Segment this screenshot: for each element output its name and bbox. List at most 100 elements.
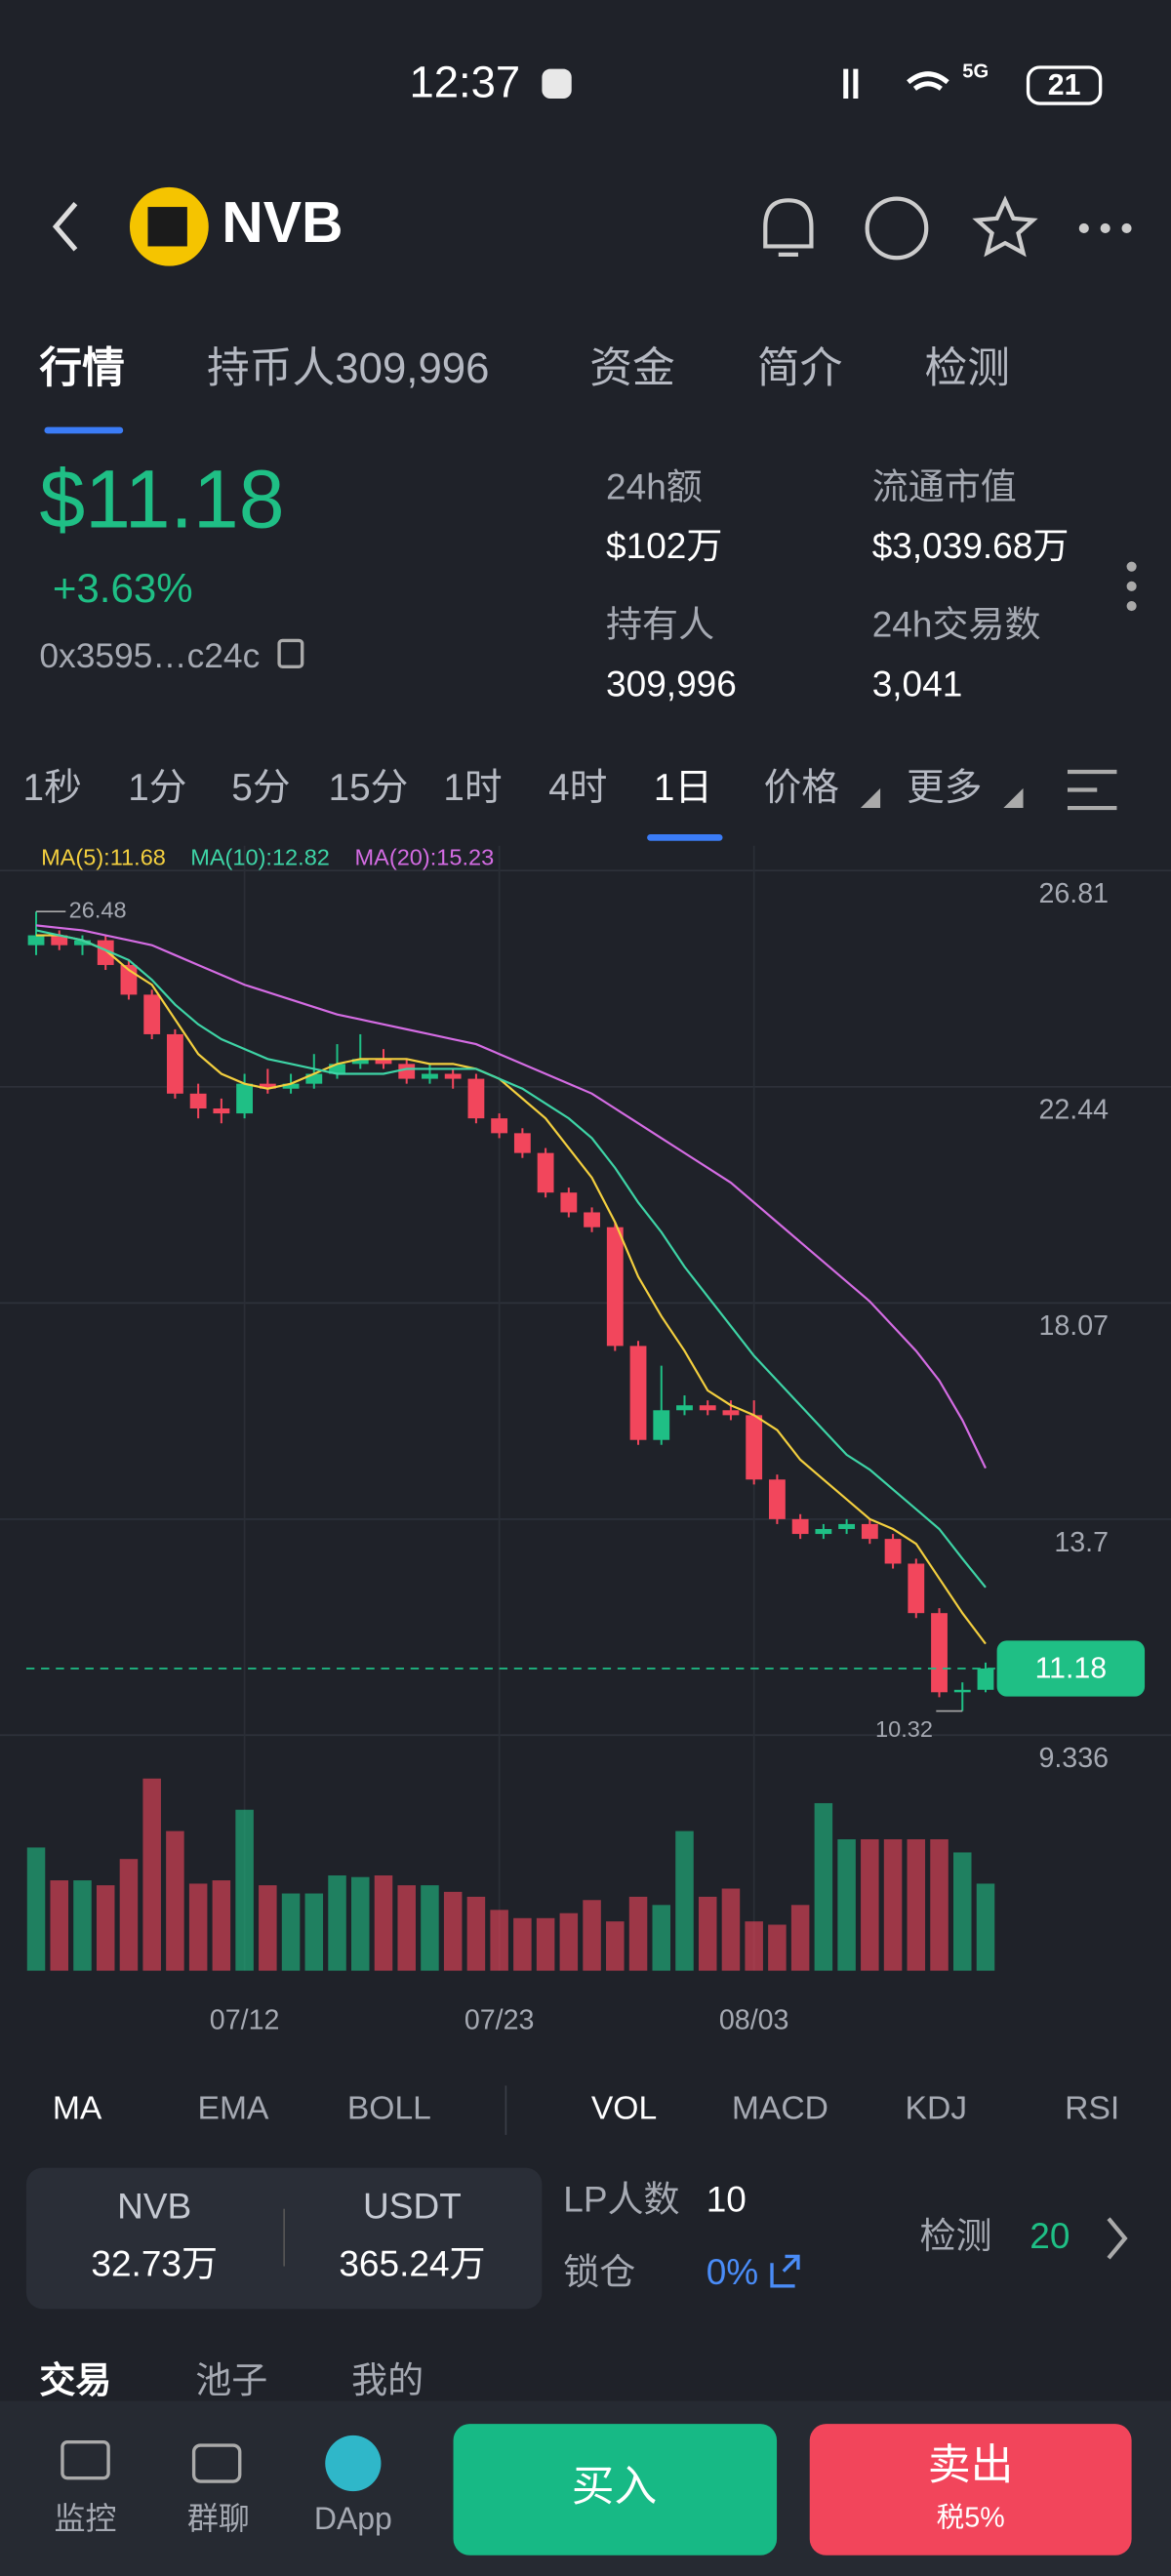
volume-bar	[861, 1838, 879, 1971]
volume-bar	[259, 1885, 277, 1971]
candle-body	[861, 1523, 878, 1540]
indicator-tab[interactable]: RSI	[1065, 2091, 1119, 2127]
speed-icon[interactable]	[865, 196, 929, 261]
status-battery: 21	[1048, 69, 1081, 101]
star-icon[interactable]	[972, 195, 1038, 258]
ma-line	[36, 934, 987, 1645]
check-label[interactable]: 检测	[919, 2215, 991, 2256]
candle-body	[629, 1346, 647, 1440]
stat-value: $3,039.68万	[872, 525, 1070, 566]
check-value[interactable]: 20	[1030, 2215, 1070, 2256]
candle-body	[213, 1108, 230, 1114]
interval[interactable]: 15分	[329, 767, 409, 809]
volume-bar	[466, 1896, 486, 1971]
trade-tab[interactable]: 池子	[195, 2359, 267, 2400]
token-logo-mark	[147, 207, 187, 247]
volume-bar	[421, 1885, 439, 1971]
buy-label[interactable]: 买入	[572, 2463, 658, 2511]
volume-bar	[883, 1838, 903, 1971]
interval[interactable]: 价格	[764, 767, 839, 809]
volume-bar	[652, 1905, 671, 1971]
volume-bar	[281, 1893, 301, 1971]
copy-icon[interactable]	[277, 638, 304, 668]
bell-icon[interactable]	[763, 198, 814, 257]
y-tick-label: 22.44	[1038, 1095, 1109, 1126]
buy-button[interactable]	[453, 2424, 778, 2556]
volume-bar	[768, 1924, 787, 1971]
monitor-icon[interactable]	[61, 2439, 110, 2480]
more-icon[interactable]	[1078, 222, 1132, 233]
sell-button[interactable]	[809, 2424, 1132, 2556]
interval[interactable]: 1时	[443, 767, 502, 809]
dropdown-arrows	[860, 787, 1024, 809]
chat-icon[interactable]	[191, 2443, 242, 2483]
nav-item[interactable]: 群聊	[187, 2501, 250, 2536]
indicator-tab[interactable]: MA	[53, 2091, 102, 2127]
settings-icon[interactable]	[1067, 769, 1117, 811]
candle-body	[97, 940, 114, 965]
candle-body	[282, 1083, 300, 1089]
candle-body	[27, 935, 45, 946]
candle-body	[953, 1689, 971, 1693]
candle-body	[329, 1064, 345, 1074]
pool-amount: 365.24万	[339, 2242, 485, 2283]
nav-item[interactable]: 监控	[55, 2501, 117, 2536]
volume-bar	[304, 1893, 324, 1971]
lock-label: 锁仓	[563, 2251, 635, 2292]
low-label: 10.32	[875, 1716, 933, 1742]
candle-body	[884, 1539, 902, 1564]
candle-body	[467, 1078, 485, 1119]
candle-body	[908, 1563, 925, 1614]
tab[interactable]: 持币人309,996	[207, 344, 489, 392]
tab[interactable]: 行情	[39, 344, 125, 392]
trade-tab[interactable]: 交易	[39, 2359, 111, 2400]
interval[interactable]: 4时	[548, 767, 607, 809]
candle-body	[560, 1192, 578, 1213]
volume-bar	[351, 1876, 370, 1971]
token-title: NVB	[222, 191, 343, 255]
interval[interactable]: 1分	[128, 767, 186, 809]
trade-tab[interactable]: 我的	[351, 2359, 424, 2400]
volume-bar	[119, 1859, 139, 1971]
pool-token: USDT	[363, 2185, 462, 2226]
ma-line	[35, 929, 987, 1589]
interval[interactable]: 更多	[907, 767, 982, 809]
chevron[interactable]	[1107, 2217, 1128, 2260]
interval[interactable]: 1日	[654, 767, 712, 809]
candle-body	[838, 1523, 856, 1529]
tab[interactable]: 检测	[925, 344, 1011, 392]
candle-body	[74, 940, 91, 946]
candle-body	[791, 1518, 809, 1535]
candle-body	[305, 1073, 323, 1084]
candle-body	[51, 935, 68, 946]
interval[interactable]: 5分	[231, 767, 290, 809]
tab[interactable]: 简介	[757, 344, 843, 392]
back-button[interactable]	[52, 202, 78, 252]
candle-body	[768, 1479, 786, 1519]
nav-item[interactable]: DApp	[314, 2501, 392, 2536]
stat-label: 24h额	[606, 465, 703, 506]
volume-bar	[536, 1917, 555, 1971]
side-more[interactable]	[1126, 561, 1137, 612]
indicator-tab[interactable]: BOLL	[347, 2091, 431, 2127]
dapp-icon[interactable]	[325, 2435, 382, 2492]
indicator-tab[interactable]: EMA	[198, 2091, 269, 2127]
x-tick-label: 07/23	[464, 2004, 535, 2035]
interval[interactable]: 1秒	[23, 767, 82, 809]
tax-label[interactable]: 税5%	[937, 2502, 1005, 2533]
tab[interactable]: 资金	[589, 344, 675, 392]
indicator-tab[interactable]: KDJ	[906, 2091, 968, 2127]
indicator-tab[interactable]: VOL	[591, 2091, 657, 2127]
volume-bar	[814, 1802, 833, 1971]
stat-value: $102万	[606, 525, 722, 566]
indicator-tab[interactable]: MACD	[732, 2091, 828, 2127]
volume-bar	[235, 1809, 254, 1971]
volume-bar	[675, 1831, 694, 1971]
sell-label[interactable]: 卖出	[928, 2441, 1014, 2489]
volume-bar	[837, 1838, 856, 1971]
status-network: 5G	[962, 60, 989, 82]
contract-address: 0x3595…c24c	[39, 637, 260, 675]
link-icon[interactable]	[770, 2254, 800, 2288]
